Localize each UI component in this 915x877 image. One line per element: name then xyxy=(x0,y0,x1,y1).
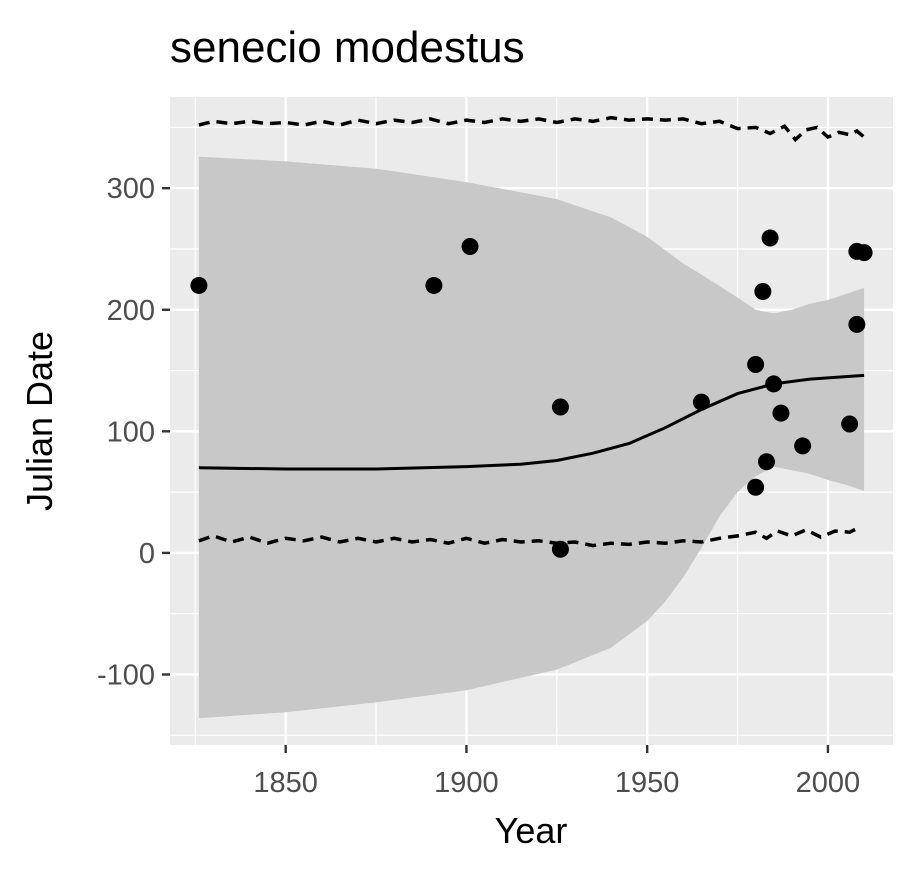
data-point xyxy=(772,404,790,422)
chart-title: senecio modestus xyxy=(170,23,525,72)
x-axis: 1850 1900 1950 2000 xyxy=(253,745,860,799)
data-point xyxy=(848,315,866,333)
data-point xyxy=(551,398,569,416)
data-point xyxy=(692,393,710,411)
data-point xyxy=(757,453,775,471)
data-point xyxy=(765,375,783,393)
data-point xyxy=(461,238,479,256)
data-points xyxy=(190,229,873,558)
y-axis: -100 0 100 200 300 xyxy=(97,173,170,691)
y-tick-label: -100 xyxy=(97,659,155,691)
x-tick-label: 2000 xyxy=(796,767,861,799)
x-tick-label: 1900 xyxy=(434,767,499,799)
upper-dashed-line xyxy=(198,115,866,143)
data-point xyxy=(855,244,873,262)
y-tick-label: 100 xyxy=(107,416,155,448)
data-point xyxy=(425,276,443,294)
data-point xyxy=(747,355,765,373)
data-point xyxy=(841,415,859,433)
data-point xyxy=(551,540,569,558)
x-tick-label: 1850 xyxy=(253,767,318,799)
data-point xyxy=(761,229,779,247)
x-tick-label: 1950 xyxy=(615,767,680,799)
x-axis-title: Year xyxy=(495,810,568,851)
data-point xyxy=(754,283,772,301)
data-point xyxy=(190,276,208,294)
y-tick-label: 300 xyxy=(107,173,155,205)
y-tick-label: 200 xyxy=(107,295,155,327)
lower-dashed-line xyxy=(198,527,858,548)
y-axis-title: Julian Date xyxy=(19,331,60,511)
data-point xyxy=(747,478,765,496)
y-tick-label: 0 xyxy=(139,538,155,570)
data-point xyxy=(794,437,812,455)
confidence-ribbon xyxy=(198,156,865,719)
